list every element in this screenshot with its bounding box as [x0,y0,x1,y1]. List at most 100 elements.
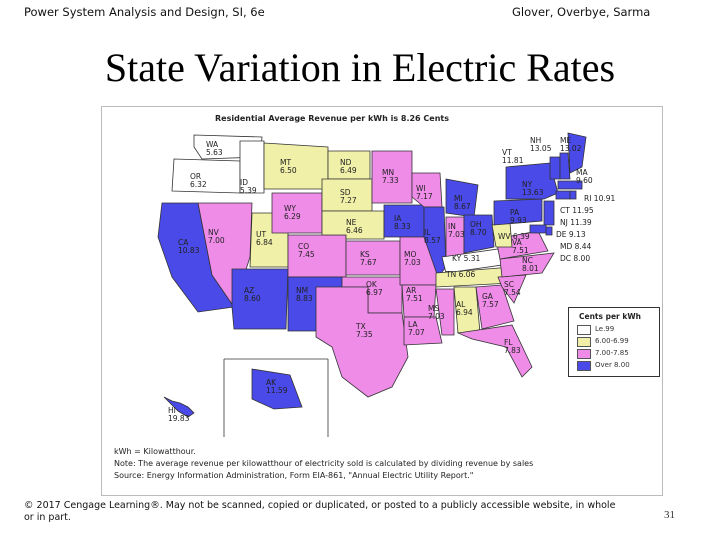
label-sc: SC 7.54 [504,280,521,297]
label-al: AL 6.94 [456,300,473,317]
label-dc: DC 8.00 [560,254,591,263]
state-de [545,226,553,236]
label-tn: TN 6.06 [446,270,476,279]
legend: Cents per kWh Le.99 6.00-6.99 7.00-7.85 … [568,307,660,377]
label-md: MD 8.44 [560,242,592,251]
label-nv: NV 7.00 [208,228,225,245]
state-ny [505,162,559,200]
label-hi: HI 19.83 [168,406,190,423]
note-kwh: kWh = Kilowatthour. [114,447,196,456]
label-ca: CA 10.83 [178,238,200,255]
legend-label: Over 8.00 [595,361,630,369]
label-ms: MS 7.03 [428,304,445,321]
us-map [157,132,587,437]
legend-title: Cents per kWh [579,312,641,321]
state-nc [499,252,555,278]
label-tx: TX 7.35 [356,322,373,339]
label-nd: ND 6.49 [340,158,357,175]
legend-row: 6.00-6.99 [577,336,657,347]
slide-title: State Variation in Electric Rates [104,45,616,90]
state-ms [435,288,455,336]
state-ak [251,368,303,410]
label-ky: KY 5.31 [452,254,481,263]
label-wv: WV 6.39 [498,232,530,241]
label-il: IL 8.57 [424,228,441,245]
label-mt: MT 6.50 [280,158,297,175]
label-mo: MO 7.03 [404,250,421,267]
label-ak: AK 11.59 [266,378,288,395]
state-nj [543,200,555,226]
state-ri [569,190,577,200]
state-id [239,140,265,194]
label-ny: NY 13.63 [522,180,544,197]
state-oh [463,214,495,254]
copyright-footer: © 2017 Cengage Learning®. May not be sca… [24,500,616,523]
state-hi [163,396,195,418]
state-ga [475,284,515,330]
state-vt [549,156,561,180]
label-mi: MI 8.67 [454,194,471,211]
state-pa [493,198,543,226]
label-in: IN 7.03 [448,222,465,239]
state-tx [315,286,409,398]
label-sd: SD 7.27 [340,188,357,205]
label-ar: AR 7.51 [406,286,423,303]
state-ma [557,180,583,190]
label-fl: FL 7.83 [504,338,521,355]
legend-swatch [577,349,591,359]
header-course-title: Power System Analysis and Design, SI, 6e [24,5,265,19]
label-la: LA 7.07 [408,320,425,337]
label-ia: IA 8.33 [394,214,411,231]
label-ga: GA 7.57 [482,292,499,309]
label-ks: KS 7.67 [360,250,377,267]
label-pa: PA 9.93 [510,208,527,225]
legend-swatch [577,361,591,371]
label-ri: RI 10.91 [584,194,616,203]
label-id: ID 5.39 [240,178,257,195]
label-wa: WA 5.63 [206,140,223,157]
label-va: VA 7.51 [512,238,529,255]
map-title: Residential Average Revenue per kWh is 8… [215,114,449,123]
legend-row: 7.00-7.85 [577,348,657,359]
legend-label: 6.00-6.99 [595,337,629,345]
page-number: 31 [664,509,675,521]
label-ok: OK 6.97 [366,280,383,297]
label-az: AZ 8.60 [244,286,261,303]
label-nj: NJ 11.39 [560,218,592,227]
label-oh: OH 8.70 [470,220,487,237]
state-il [423,206,447,278]
state-co [287,234,347,278]
label-de: DE 9.13 [556,230,586,239]
label-ut: UT 6.84 [256,230,273,247]
note-source: Source: Energy Information Administratio… [114,471,474,480]
label-me: ME 13.02 [560,136,582,153]
label-nm: NM 8.83 [296,286,313,303]
legend-swatch [577,325,591,335]
label-wy: WY 6.29 [284,204,301,221]
header-authors: Glover, Overbye, Sarma [512,5,651,19]
state-mn [371,150,413,204]
label-mn: MN 7.33 [382,168,399,185]
label-ct: CT 11.95 [560,206,594,215]
label-ne: NE 6.46 [346,218,363,235]
state-ct [555,190,571,200]
state-nh [559,152,571,180]
label-co: CO 7.45 [298,242,315,259]
state-fl [456,324,533,378]
note-definition: Note: The average revenue per kilowattho… [114,459,534,468]
label-vt: VT 11.81 [502,148,524,165]
legend-label: Le.99 [595,325,615,333]
state-me [567,132,587,174]
legend-swatch [577,337,591,347]
legend-row: Le.99 [577,324,657,335]
state-md [529,224,547,234]
rates-map-figure: Residential Average Revenue per kWh is 8… [101,106,663,496]
state-la [403,316,443,346]
legend-row: Over 8.00 [577,360,657,371]
legend-label: 7.00-7.85 [595,349,629,357]
label-ma: MA 9.60 [576,168,593,185]
label-nh: NH 13.05 [530,136,552,153]
label-wi: WI 7.17 [416,184,433,201]
state-az [231,268,289,330]
label-nc: NC 8.01 [522,256,539,273]
